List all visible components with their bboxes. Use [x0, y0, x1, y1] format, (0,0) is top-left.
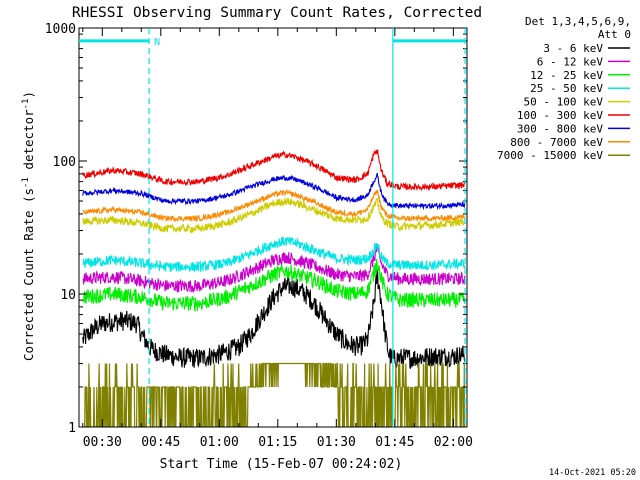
- y-axis-label-text-3: ): [21, 91, 36, 99]
- legend-header-attenuator: Att 0: [598, 28, 631, 41]
- series-line-100-300keV: [82, 149, 466, 192]
- y-axis-label-text-2: detector: [21, 109, 36, 177]
- y-tick-label: 100: [53, 155, 76, 170]
- night-bar-label: N: [154, 37, 160, 48]
- y-axis-label-superscript-1: -1: [21, 177, 31, 188]
- series-line-50-100keV: [82, 197, 466, 234]
- series-line-7000-15000keV: [82, 362, 466, 427]
- legend-entry-label: 800 - 7000 keV: [510, 136, 603, 149]
- series-line-25-50keV: [82, 236, 466, 272]
- y-axis-label: Corrected Count Rate (s-1 detector-1): [21, 91, 36, 361]
- x-axis-label: Start Time (15-Feb-07 00:24:02): [160, 457, 403, 472]
- legend-entry-label: 100 - 300 keV: [517, 109, 603, 122]
- x-tick-label: 00:30: [83, 435, 122, 450]
- y-tick-label: 10: [60, 288, 76, 303]
- series-line-800-7000keV: [82, 188, 466, 223]
- y-tick-label: 1000: [45, 22, 76, 37]
- legend-entry-label: 50 - 100 keV: [524, 96, 604, 109]
- plot-area: [82, 149, 466, 427]
- x-tick-label: 02:00: [434, 435, 473, 450]
- plot-frame: [78, 27, 468, 428]
- legend-header-detectors: Det 1,3,4,5,6,9,: [525, 15, 631, 28]
- y-tick-label: 1: [68, 421, 76, 436]
- legend-entry-label: 7000 - 15000 keV: [497, 149, 603, 162]
- x-tick-label: 01:00: [200, 435, 239, 450]
- legend-entry-label: 12 - 25 keV: [530, 69, 603, 82]
- series-line-3-6keV: [82, 269, 466, 370]
- series-line-12-25keV: [82, 258, 466, 312]
- legend-entry-label: 25 - 50 keV: [530, 82, 603, 95]
- series-line-6-12keV: [82, 243, 466, 294]
- legend-entry-label: 300 - 800 keV: [517, 122, 603, 135]
- x-tick-label: 00:45: [141, 435, 180, 450]
- series-line-300-800keV: [82, 172, 466, 211]
- legend-entry-label: 6 - 12 keV: [537, 55, 604, 68]
- chart-title: RHESSI Observing Summary Count Rates, Co…: [72, 5, 482, 21]
- x-tick-label: 01:30: [317, 435, 356, 450]
- y-axis-label-superscript-2: -1: [21, 99, 31, 110]
- legend-entry-label: 3 - 6 keV: [543, 42, 603, 55]
- x-tick-label: 01:45: [375, 435, 414, 450]
- x-tick-label: 01:15: [258, 435, 297, 450]
- axes: 00:30 00:45 01:00 01:15 01:30 01:45 02:00 1 10 10…: [45, 22, 473, 450]
- timestamp: 14-Oct-2021 05:20: [549, 468, 636, 478]
- y-axis-label-text-1: Corrected Count Rate (s: [21, 188, 36, 361]
